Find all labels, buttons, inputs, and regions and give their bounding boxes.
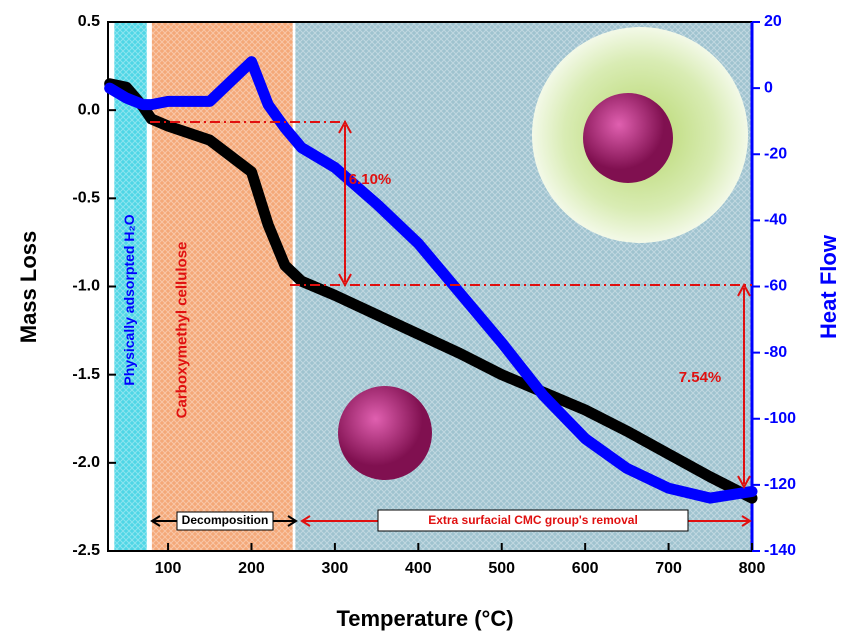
y2-tick-label: -80: [764, 344, 787, 361]
nanoparticle-core: [583, 93, 673, 183]
annotation: Decomposition: [182, 513, 269, 527]
y-tick-label: 0.0: [78, 101, 100, 118]
x-tick-label: 600: [572, 560, 599, 577]
region-label: Physically adsorpted H₂O: [121, 214, 137, 385]
x-tick-label: 100: [155, 560, 182, 577]
y-tick-label: -1.5: [72, 366, 100, 383]
chart: Physically adsorpted H₂O Carboxymethyl ce…: [0, 0, 846, 639]
x-axis-label: Temperature (°C): [336, 606, 513, 631]
y2-tick-label: 0: [764, 79, 773, 96]
y2-tick-label: -100: [764, 410, 796, 427]
y-tick-label: -2.0: [72, 454, 100, 471]
region-label: Extra surfacial CMC group's removal: [428, 513, 638, 527]
y-axis-label: Mass Loss: [16, 231, 41, 344]
x-tick-label: 400: [405, 560, 432, 577]
y-tick-label: 0.5: [78, 13, 100, 30]
y-tick-label: -1.0: [72, 278, 100, 295]
annotation: 7.54%: [679, 369, 722, 386]
y-tick-label: -0.5: [72, 190, 100, 207]
y2-axis-label: Heat Flow: [816, 234, 841, 339]
y2-tick-label: -140: [764, 542, 796, 559]
x-tick-label: 200: [238, 560, 265, 577]
x-tick-label: 700: [655, 560, 682, 577]
y2-tick-label: -60: [764, 278, 787, 295]
y2-tick-label: -120: [764, 476, 796, 493]
nanoparticle: [338, 386, 432, 480]
x-tick-label: 800: [739, 560, 766, 577]
region-label: Carboxymethyl cellulose: [173, 242, 190, 419]
x-tick-label: 300: [322, 560, 349, 577]
y2-tick-label: -40: [764, 212, 787, 229]
y2-tick-label: -20: [764, 145, 787, 162]
annotation: 6.10%: [349, 171, 392, 188]
y-tick-label: -2.5: [72, 542, 100, 559]
x-tick-label: 500: [488, 560, 515, 577]
y2-tick-label: 20: [764, 13, 782, 30]
